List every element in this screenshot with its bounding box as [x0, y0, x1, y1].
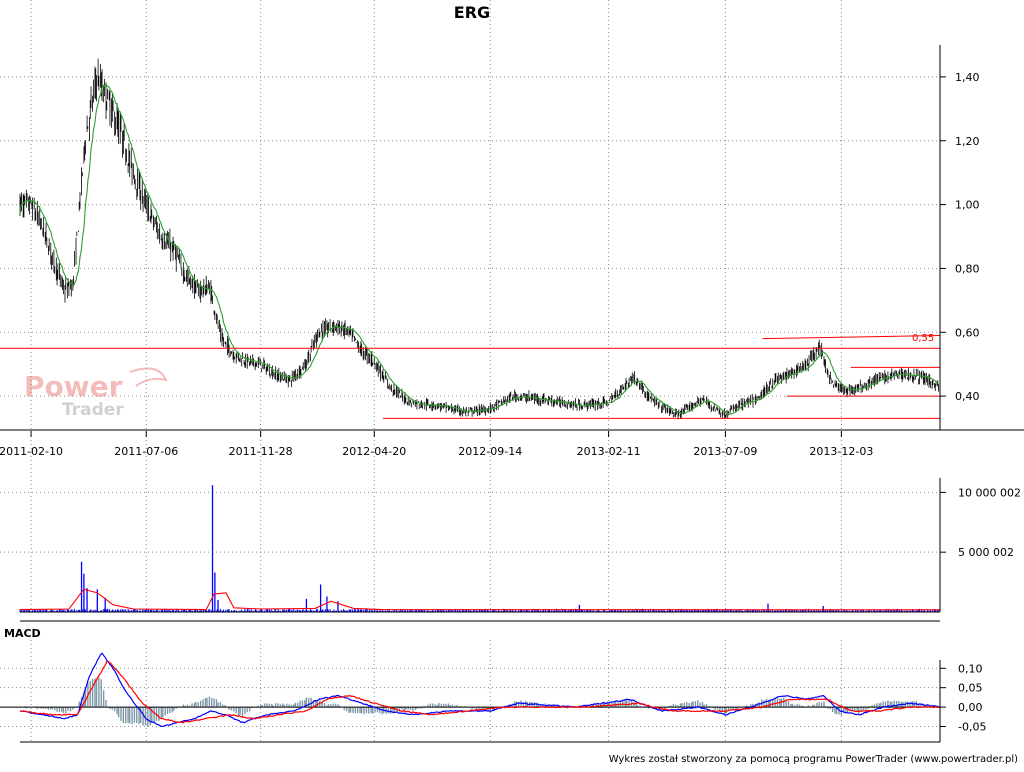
volume-y-tick-label: 10 000 002 [958, 486, 1021, 499]
x-tick-label: 2011-11-28 [229, 445, 293, 458]
macd-y-tick-label: -0,05 [958, 720, 986, 733]
powertrader-watermark: Power Trader [24, 367, 168, 420]
x-tick-label: 2012-09-14 [458, 445, 522, 458]
footer-credit: Wykres został stworzony za pomocą progra… [609, 754, 1018, 765]
macd-signal-line [19, 661, 941, 724]
price-moving-average-line [19, 83, 939, 415]
volume-moving-average-line [19, 588, 941, 611]
x-tick-label: 2013-07-09 [693, 445, 757, 458]
macd-panel [0, 652, 941, 728]
x-tick-label: 2013-12-03 [809, 445, 873, 458]
price-y-tick-label: 0,80 [955, 262, 980, 275]
macd-y-tick-label: 0,10 [958, 662, 983, 675]
watermark-swoosh [129, 367, 168, 387]
support-line-label: 0,55 [912, 333, 934, 344]
macd-panel-title: MACD [4, 627, 41, 640]
macd-y-tick-label: 0,00 [958, 701, 983, 714]
price-panel: 0,55 [0, 58, 941, 420]
price-y-tick-label: 0,60 [955, 326, 980, 339]
trend-line [762, 334, 941, 340]
x-tick-label: 2012-04-20 [342, 445, 406, 458]
chart-title: ERG [454, 3, 490, 22]
price-y-tick-label: 1,40 [955, 71, 980, 84]
volume-y-tick-label: 5 000 002 [958, 546, 1014, 559]
x-tick-label: 2011-07-06 [114, 445, 178, 458]
macd-y-tick-label: 0,05 [958, 682, 983, 695]
price-y-tick-label: 1,20 [955, 135, 980, 148]
axes-layer: 2011-02-10 2011-07-06 2011-11-28 2012-04-20… [0, 45, 1024, 743]
price-y-tick-label: 1,00 [955, 199, 980, 212]
grid-layer [0, 0, 940, 742]
x-tick-label: 2013-02-11 [577, 445, 641, 458]
watermark-word-power: Power [24, 370, 123, 403]
price-y-tick-label: 0,40 [955, 390, 980, 403]
volume-panel [19, 485, 941, 612]
macd-line [19, 652, 941, 728]
x-tick-label: 2011-02-10 [0, 445, 63, 458]
watermark-word-trader: Trader [62, 400, 124, 420]
